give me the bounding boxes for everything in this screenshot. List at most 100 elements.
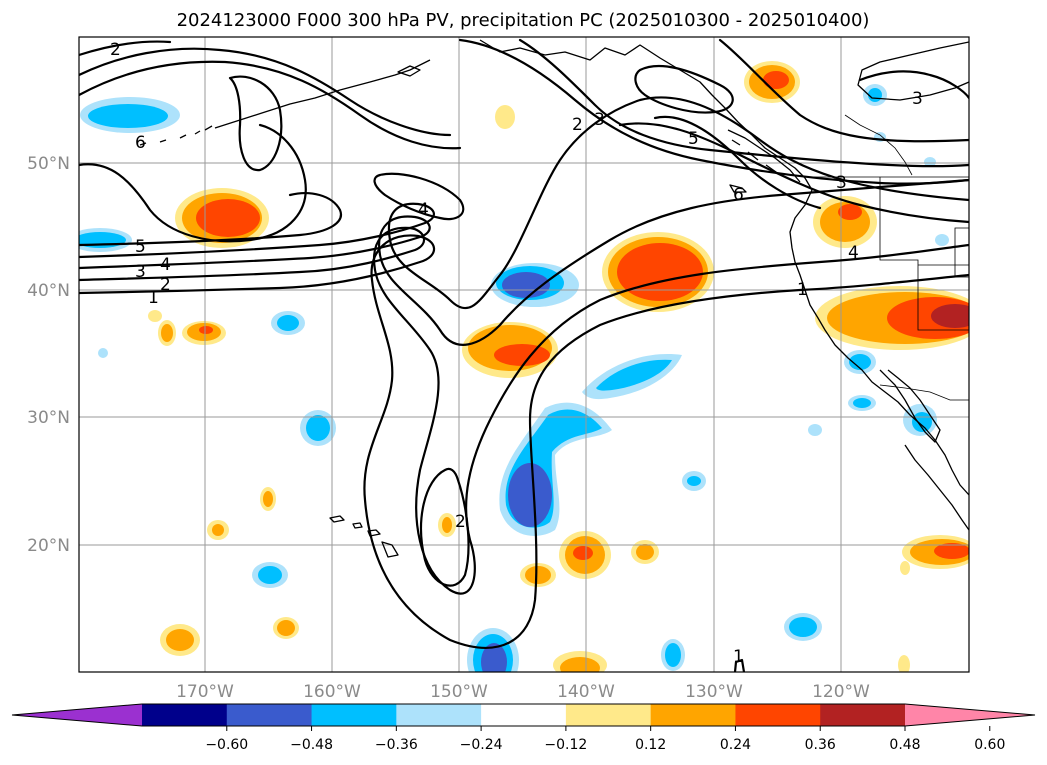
contour-label: 3 (594, 110, 605, 130)
haida-gwaii (729, 184, 747, 193)
lat-label: 50°N (27, 154, 70, 174)
colorbar-tick-label: −0.36 (375, 737, 418, 753)
hawaiian-islands (329, 515, 399, 558)
precip-blob (935, 234, 949, 246)
precip-blob (258, 566, 282, 584)
pv-contour-6 (79, 115, 822, 243)
precip-blob (502, 272, 550, 298)
contour-label: 5 (688, 129, 699, 149)
contour-label: 3 (135, 262, 146, 282)
precip-blob (88, 104, 168, 128)
pv-contour-upper-3 (79, 40, 172, 57)
map-frame (78, 36, 970, 673)
precip-blob (687, 476, 701, 486)
precip-blob (495, 105, 515, 129)
contour-label: 3 (836, 173, 847, 193)
lon-label: 160°W (303, 682, 361, 702)
pv-contour-ne-2 (718, 38, 969, 143)
pv-contour-1 (79, 234, 969, 649)
colorbar-tick-label: 0.24 (720, 737, 751, 753)
us-mexico-border (879, 384, 969, 401)
contour-label: 4 (848, 243, 859, 263)
precip-blob (868, 88, 882, 102)
contour-label: 1 (797, 280, 808, 300)
contour-label: 1 (148, 288, 159, 308)
pv-contour-5 (79, 122, 969, 247)
colorbar-tick-label: −0.24 (460, 737, 503, 753)
colorbar-tick-label: 0.12 (635, 737, 666, 753)
contour-label: 2 (110, 40, 121, 60)
precip-blob (931, 304, 969, 328)
pv-contours (79, 38, 969, 672)
state-border (954, 227, 969, 278)
lon-label: 120°W (812, 682, 870, 702)
pv-contour-upper-2 (79, 60, 462, 150)
contour-label: 6 (135, 133, 146, 153)
canada-coast-north (857, 41, 969, 101)
baja-california (879, 369, 941, 443)
contour-label: 1 (733, 647, 744, 667)
alaska-canada-border (844, 114, 913, 176)
precip-band (596, 359, 672, 391)
precip-blob (665, 643, 681, 667)
lat-label: 40°N (27, 281, 70, 301)
colorbar-tick-label: −0.12 (544, 737, 587, 753)
precip-blob (924, 157, 936, 167)
precip-blob (442, 517, 452, 533)
pv-contour-2 (79, 226, 969, 595)
pv-contour-west-loop (228, 75, 283, 172)
mainland-mexico-coast (904, 444, 969, 531)
pv-contour-east (458, 38, 969, 185)
precip-blob (560, 657, 600, 672)
contour-label: 6 (733, 185, 744, 205)
precip-blob (617, 243, 703, 301)
contour-label: 3 (912, 89, 923, 109)
lon-label: 130°W (685, 682, 743, 702)
pv-contour-4-loop (373, 172, 465, 221)
precip-blob (481, 643, 507, 672)
longitude-labels: 170°W 160°W 150°W 140°W 130°W 120°W (176, 682, 870, 702)
precip-blob (306, 415, 330, 441)
precip-blob (898, 655, 910, 672)
precip-blob (494, 344, 550, 366)
colorbar-tick-label: 0.36 (805, 737, 836, 753)
contour-label: 2 (455, 512, 466, 532)
precip-blob (277, 620, 295, 636)
colorbar-extend-min (12, 704, 142, 726)
pv-contour-upper (79, 47, 452, 137)
colorbar-outline (11, 703, 1036, 727)
precip-blob (808, 424, 822, 436)
colorbar-segment (142, 704, 228, 726)
precip-blob (199, 326, 213, 334)
precip-blob (196, 199, 260, 237)
pv-contour-3 (79, 178, 969, 346)
pv-contour-ne (858, 70, 969, 100)
contour-label: 2 (572, 115, 583, 135)
colorbar-segment (481, 704, 567, 726)
contour-label: 5 (135, 237, 146, 257)
pv-contour-2-inner (419, 467, 470, 587)
colorbar-tick-label: −0.48 (290, 737, 333, 753)
colorbar-segment (650, 704, 736, 726)
precip-blob (525, 566, 551, 584)
pv-contour-south-1 (733, 658, 746, 672)
precip-blob (900, 561, 910, 575)
contour-label: 2 (160, 275, 171, 295)
map-content: 2 6 5 4 3 2 1 4 2 3 5 6 3 3 4 1 2 1 (79, 37, 969, 672)
colorbar-segment (820, 704, 906, 726)
precip-blob (849, 354, 871, 370)
lon-label: 140°W (557, 682, 615, 702)
precip-blob (934, 543, 969, 559)
latitude-labels: 50°N 40°N 30°N 20°N (27, 154, 70, 556)
colorbar: −0.60 −0.48 −0.36 −0.24 −0.12 0.12 0.24 0.36 0.4… (11, 703, 1036, 753)
colorbar-segment (311, 704, 397, 726)
precip-blob (789, 617, 817, 637)
precip-blob (853, 398, 871, 408)
figure-title: 2024123000 F000 300 hPa PV, precipitatio… (177, 10, 870, 31)
precip-blob (573, 546, 593, 560)
precip-blob (212, 524, 224, 536)
precip-blob (912, 412, 932, 432)
aleutian-islands (139, 125, 213, 146)
pv-contour-labels: 2 6 5 4 3 2 1 4 2 3 5 6 3 3 4 1 2 1 (110, 40, 923, 667)
